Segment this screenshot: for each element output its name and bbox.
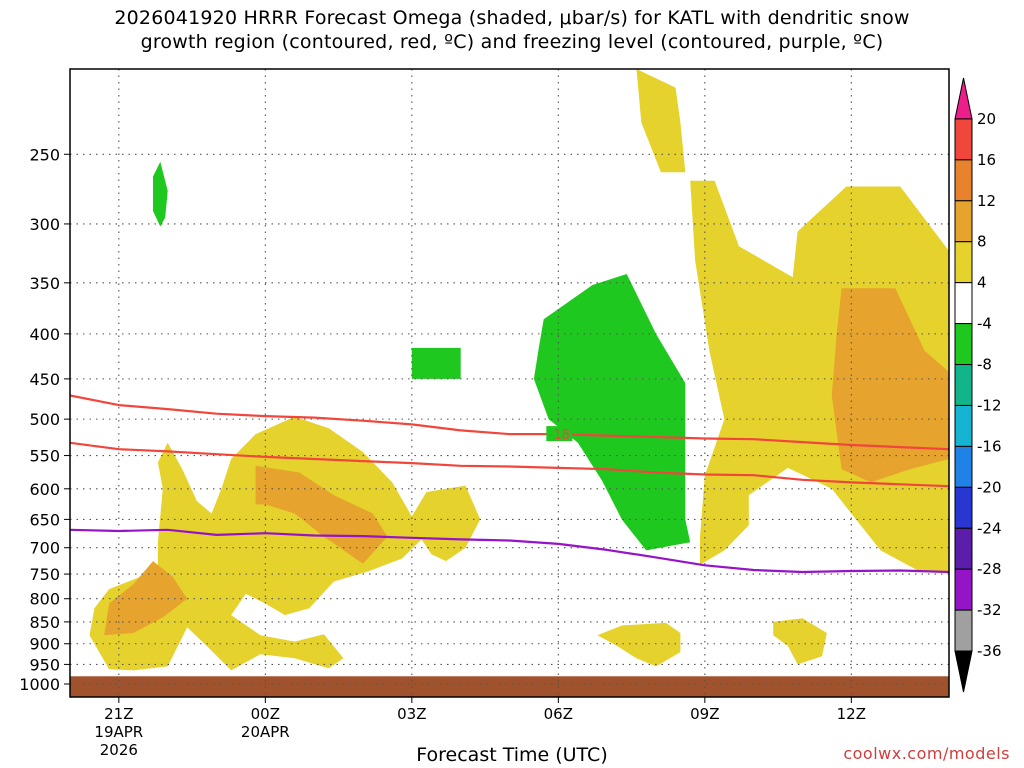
plot-frame	[69, 68, 950, 698]
colorbar-label-0: 20	[977, 110, 996, 128]
omega-region-10	[533, 274, 691, 551]
ytick-label-350: 350	[29, 274, 60, 293]
colorbar-label-7: -12	[977, 396, 1002, 414]
xtick-date: 20APR	[241, 723, 290, 741]
ytick-label-300: 300	[29, 215, 60, 234]
terrain-bar	[70, 676, 949, 697]
omega-region-5	[831, 288, 949, 483]
xtick-date: 19APR	[94, 723, 143, 741]
credit-link[interactable]: coolwx.com/models	[843, 744, 1010, 763]
freezing-level-line	[70, 528, 949, 574]
colorbar-label-11: -28	[977, 560, 1002, 578]
colorbar-bin-4	[954, 241, 973, 284]
colorbar-bin-7	[954, 364, 973, 406]
colorbar-label-13: -36	[977, 642, 1002, 660]
colorbar-bin-10	[954, 486, 973, 529]
xtick-label-03Z: 03Z	[397, 705, 426, 723]
xtick-year: 2026	[100, 741, 138, 759]
colorbar-bin-13	[954, 609, 973, 652]
colorbar-bin-9	[954, 445, 973, 488]
chart-title: 2026041920 HRRR Forecast Omega (shaded, …	[0, 6, 1024, 54]
title-line-1: 2026041920 HRRR Forecast Omega (shaded, …	[114, 7, 910, 29]
ytick-label-550: 550	[29, 447, 60, 466]
title-line-2: growth region (contoured, red, ºC) and f…	[140, 31, 884, 53]
contour-label-bg	[546, 426, 573, 442]
colorbar-label-8: -16	[977, 437, 1002, 455]
colorbar-label-6: -8	[977, 356, 992, 374]
xtick-label-00Z: 00Z	[251, 705, 280, 723]
colorbar-label-5: -4	[977, 315, 992, 333]
colorbar-label-9: -20	[977, 478, 1002, 496]
omega-region-1	[104, 561, 188, 636]
omega-region-6	[597, 622, 681, 667]
ytick-label-700: 700	[29, 539, 60, 558]
terrain-layer	[70, 676, 949, 697]
ytick-label-650: 650	[29, 510, 60, 529]
colorbar-label-4: 4	[977, 274, 987, 292]
omega-region-0	[89, 416, 481, 671]
colorbar-top-triangle	[954, 77, 973, 120]
dgz-contour-0	[70, 394, 949, 451]
ytick-label-450: 450	[29, 370, 60, 389]
colorbar-label-2: 12	[977, 192, 996, 210]
omega-region-3	[636, 69, 686, 173]
colorbar-label-3: 8	[977, 233, 987, 251]
colorbar-bin-1	[954, 118, 973, 161]
colorbar-bin-6	[954, 323, 973, 366]
ytick-label-600: 600	[29, 480, 60, 499]
contour-label: -18	[549, 428, 570, 443]
ytick-label-900: 900	[29, 635, 60, 654]
ytick-label-250: 250	[29, 145, 60, 164]
ytick-label-400: 400	[29, 325, 60, 344]
omega-region-2	[255, 465, 388, 564]
ytick-label-750: 750	[29, 565, 60, 584]
ytick-label-1000: 1000	[19, 675, 60, 694]
ytick-label-500: 500	[29, 410, 60, 429]
colorbar-bottom-triangle	[954, 650, 973, 693]
colorbar-legend: 20 16 12 8 4 -4 -8 -12 -16 -20 -24 -28 -32 -36	[954, 77, 1002, 693]
colorbar-label-1: 16	[977, 151, 996, 169]
ytick-label-850: 850	[29, 613, 60, 632]
ytick-label-800: 800	[29, 590, 60, 609]
xtick-label-21Z: 21Z	[104, 705, 133, 723]
dgz-contour-1	[70, 441, 949, 488]
contour-lines: -18	[70, 394, 949, 574]
colorbar-bin-2	[954, 159, 973, 202]
xtick-label-09Z: 09Z	[690, 705, 719, 723]
omega-shading	[89, 69, 949, 671]
omega-region-9	[411, 347, 461, 379]
xtick-label-06Z: 06Z	[544, 705, 573, 723]
y-axis: 250 300 350 400 450 500 550 600 650 700 750 800 850 9…	[19, 145, 70, 694]
xtick-label-12Z: 12Z	[837, 705, 866, 723]
x-axis-label: Forecast Time (UTC)	[416, 744, 608, 766]
colorbar-label-10: -24	[977, 519, 1002, 537]
omega-region-8	[153, 161, 168, 227]
colorbar-bin-12	[954, 568, 973, 611]
colorbar-bin-5	[954, 282, 973, 325]
grid-lines	[70, 69, 949, 697]
ytick-label-950: 950	[29, 655, 60, 674]
colorbar-label-12: -32	[977, 601, 1002, 619]
colorbar-bin-3	[954, 200, 973, 243]
omega-region-7	[773, 618, 827, 665]
colorbar-bin-8	[954, 404, 973, 447]
colorbar-bin-11	[954, 527, 973, 570]
